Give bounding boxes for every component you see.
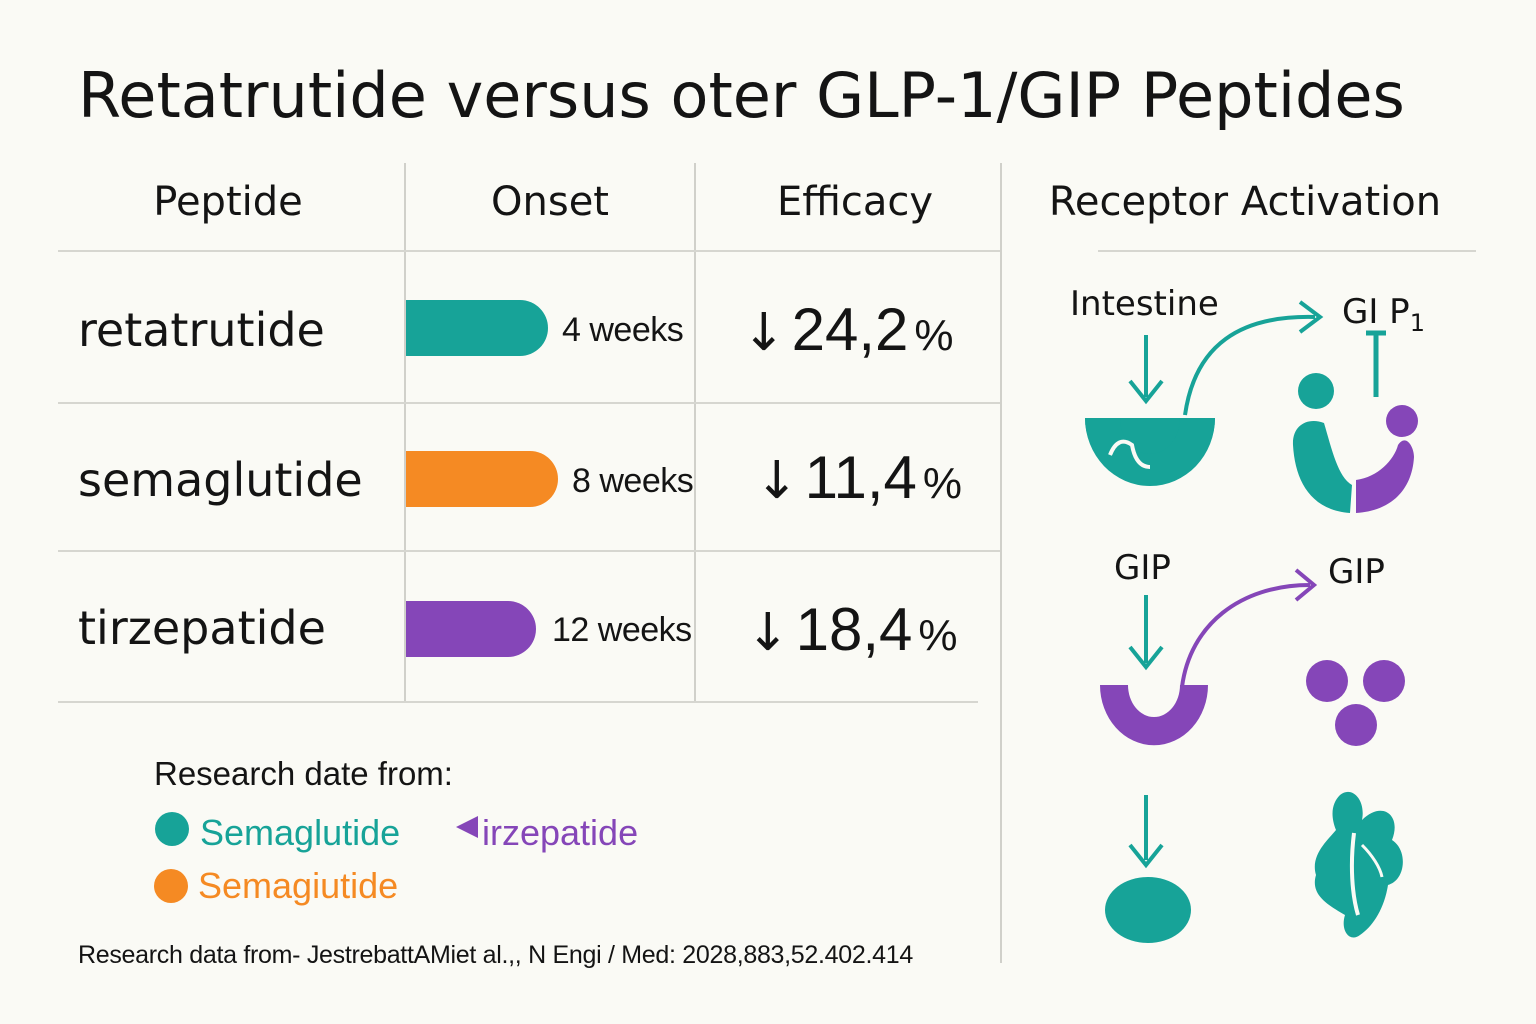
legend-title: Research date from: [154, 755, 453, 792]
efficacy-unit: % [914, 311, 954, 360]
teal-cell-icon [1105, 877, 1191, 943]
down-arrow-icon: ↓ [746, 603, 790, 663]
onset-value: 8 weeks [572, 462, 694, 500]
down-arrow-icon: ↓ [755, 451, 799, 511]
legend-label: Semaglutide [200, 812, 401, 853]
down-arrow-icon [1128, 335, 1164, 405]
legend-label: Semagiutide [198, 865, 399, 906]
purple-marker-icon [456, 816, 478, 838]
column-divider [1000, 163, 1002, 963]
source-citation: Research data from- JestrebattAMiet al.,… [78, 941, 913, 969]
down-arrow-icon [1128, 595, 1164, 671]
receptor-underline [1098, 250, 1476, 252]
label-gip1-sub: 1 [1409, 308, 1425, 337]
label-gip1: GI P1 [1342, 290, 1425, 345]
label-intestine: Intestine [1070, 284, 1219, 324]
header-onset: Onset [491, 179, 609, 225]
header-receptor-activation: Receptor Activation [1048, 179, 1442, 225]
header-peptide: Peptide [153, 179, 303, 225]
row-divider [58, 402, 1000, 404]
efficacy-number: 18,4 [795, 596, 913, 663]
peptide-name: semaglutide [78, 453, 363, 507]
column-divider [694, 163, 696, 703]
legend-label: irzepatide [482, 812, 639, 853]
label-gip-left: GIP [1114, 548, 1171, 588]
efficacy-number: 11,4 [804, 444, 917, 511]
column-divider [404, 163, 406, 703]
efficacy-value: ↓ 24,2% [742, 294, 953, 372]
peptide-name: retatrutide [78, 303, 325, 357]
label-gip1-main: GI P [1342, 292, 1410, 332]
row-divider [58, 701, 978, 703]
curved-arrow-icon [1180, 583, 1311, 688]
teal-dot-icon [155, 812, 189, 846]
label-gip-right: GIP [1328, 552, 1385, 592]
row-divider [58, 250, 1000, 252]
efficacy-value: ↓ 11,4% [755, 442, 962, 520]
purple-molecules-icon [1306, 660, 1405, 746]
row-divider [58, 550, 1000, 552]
purple-receptor-shape [1100, 685, 1208, 746]
curved-arrow-icon [1183, 314, 1316, 416]
onset-value: 12 weeks [552, 611, 692, 649]
efficacy-unit: % [922, 459, 963, 508]
inhibit-icon [1366, 330, 1386, 397]
down-arrow-icon [1128, 795, 1164, 869]
efficacy-unit: % [918, 611, 958, 660]
onset-bar [406, 601, 536, 657]
split-receptor-purple [1356, 440, 1414, 513]
onset-bar [406, 300, 548, 356]
purple-molecule-icon [1386, 405, 1418, 437]
onset-bar [406, 451, 558, 507]
efficacy-number: 24,2 [791, 296, 909, 363]
teal-organ-icon [1314, 791, 1403, 938]
header-efficacy: Efficacy [776, 179, 934, 225]
down-arrow-icon: ↓ [742, 303, 786, 363]
page-title: Retatrutide versus oter GLP-1/GIP Peptid… [78, 59, 1405, 132]
teal-molecule-icon [1298, 373, 1334, 409]
split-receptor-teal [1292, 421, 1352, 513]
receptor-diagram [1085, 300, 1418, 943]
onset-value: 4 weeks [562, 311, 684, 349]
orange-dot-icon [154, 869, 188, 903]
efficacy-value: ↓ 18,4% [746, 594, 957, 672]
peptide-name: tirzepatide [78, 601, 326, 655]
